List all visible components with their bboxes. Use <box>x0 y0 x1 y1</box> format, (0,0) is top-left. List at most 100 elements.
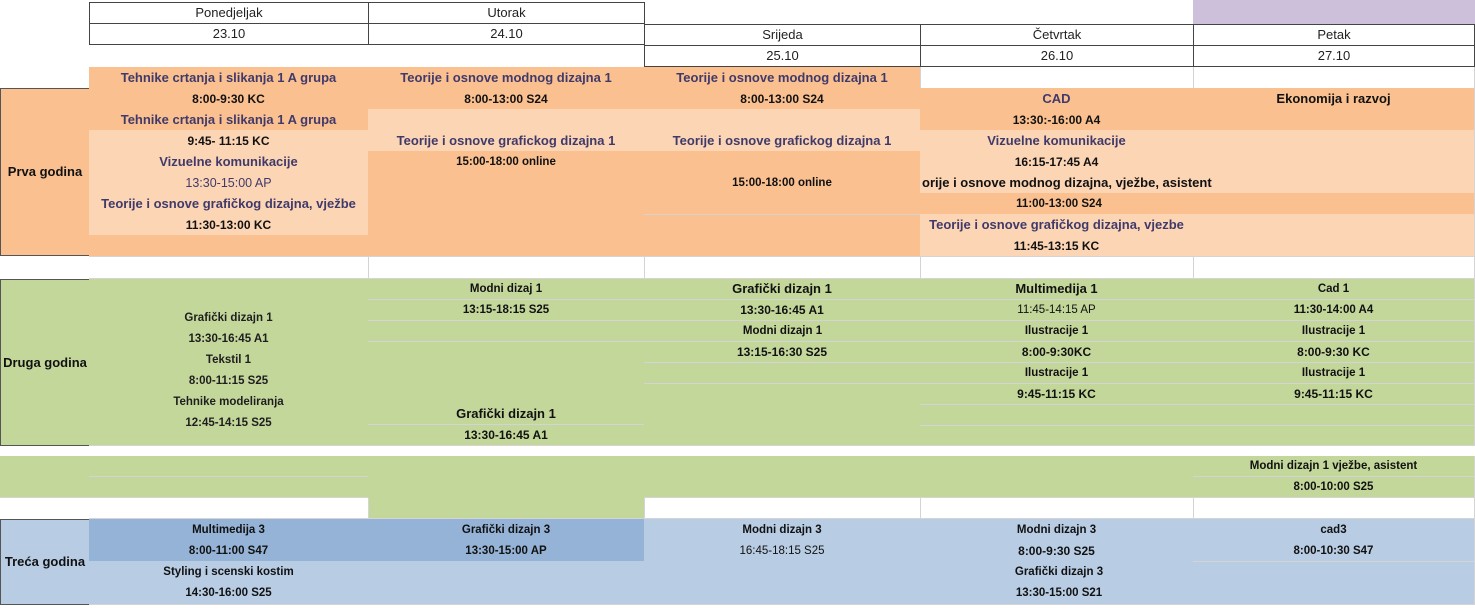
day-header-friday[interactable]: Petak <box>1193 24 1475 46</box>
y2-fri-time-1[interactable]: 11:30-14:00 A4 <box>1193 300 1475 321</box>
y3-fri-time-1[interactable]: 8:00-10:30 S47 <box>1193 540 1475 562</box>
y1-wed-empty-2[interactable] <box>644 214 921 257</box>
year-label-third[interactable]: Treća godina <box>0 519 90 605</box>
y1-fri-empty-2[interactable] <box>1193 130 1475 152</box>
y2-tue-empty[interactable] <box>368 342 645 405</box>
y2-fri-time-3[interactable]: 9:45-11:15 KC <box>1193 384 1475 405</box>
y3-mon-course-2[interactable]: Styling i scenski kostim <box>89 561 369 583</box>
y1-fri-empty-5[interactable] <box>1193 235 1475 257</box>
y2-wed-time-1[interactable]: 13:30-16:45 A1 <box>644 300 921 321</box>
y2-thu-empty[interactable] <box>920 405 1194 426</box>
y2-fri-course-3[interactable]: Ilustracije 1 <box>1193 363 1475 384</box>
y2-wed-empty-2[interactable] <box>644 384 921 426</box>
y1-fri-empty-4[interactable] <box>1193 214 1475 236</box>
y3-thu-course-2[interactable]: Grafički dizajn 3 <box>644 561 1475 583</box>
y3-mon-time-2[interactable]: 14:30-16:00 S25 <box>89 582 369 605</box>
y1-thu-time-4[interactable]: 11:45-13:15 KC <box>920 235 1194 257</box>
y2-fri-time-2[interactable]: 8:00-9:30 KC <box>1193 342 1475 363</box>
y3-mon-course-1[interactable]: Multimedija 3 <box>89 519 369 541</box>
y1-mon-time-3[interactable]: 13:30-15:00 AP <box>89 172 369 194</box>
y1-mon-time-1[interactable]: 8:00-9:30 KC <box>89 88 369 110</box>
day-header-thursday[interactable]: Četvrtak <box>920 24 1194 46</box>
y3-fri-course-1[interactable]: cad3 <box>1193 519 1475 541</box>
y2-tue-course-2[interactable]: Grafički dizajn 1 <box>368 404 645 425</box>
spacer-cell[interactable] <box>1193 498 1475 519</box>
y1-mon-course-1[interactable]: Tehnike crtanja i slikanja 1 A grupa <box>89 67 369 89</box>
y1-thu-course-2[interactable]: Vizuelne komunikacije <box>920 130 1194 152</box>
y1-thu-course-1[interactable]: CAD <box>920 88 1194 110</box>
y1-thu-blank-top[interactable] <box>920 67 1194 89</box>
y3-tue-time-1[interactable]: 13:30-15:00 AP <box>368 540 645 562</box>
y3-wed-time-1[interactable]: 16:45-18:15 S25 <box>644 540 921 562</box>
y2-thu-course-3[interactable]: Ilustracije 1 <box>920 363 1194 384</box>
date-header-friday[interactable]: 27.10 <box>1193 45 1475 67</box>
y1-thu-time-3[interactable]: 11:00-13:00 S24 <box>644 193 1475 215</box>
spacer-cell[interactable] <box>920 256 1194 279</box>
y1-wed-course-2[interactable]: Teorije i osnove grafickog dizajna 1 <box>644 130 921 152</box>
y2-wed-course-1[interactable]: Grafički dizajn 1 <box>644 279 921 300</box>
y1-mon-course-3[interactable]: Vizuelne komunikacije <box>89 151 369 173</box>
y1-thu-course-4[interactable]: Teorije i osnove grafičkog dizajna, vjez… <box>920 214 1194 236</box>
spacer-cell[interactable] <box>368 256 645 279</box>
y3-wed-course-1[interactable]: Modni dizajn 3 <box>644 519 921 541</box>
y2-mon-block[interactable]: Grafički dizajn 1 13:30-16:45 A1 Tekstil… <box>89 279 369 446</box>
y1-mon-course-2[interactable]: Tehnike crtanja i slikanja 1 A grupa <box>89 109 369 131</box>
spacer-cell[interactable] <box>89 256 369 279</box>
y1-wed-time-1[interactable]: 8:00-13:00 S24 <box>644 88 921 110</box>
y2-fri-time-4[interactable]: 8:00-10:00 S25 <box>1193 477 1475 498</box>
y1-tue-course-1[interactable]: Teorije i osnove modnog dizajna 1 <box>368 67 645 89</box>
y2-thu-course-1[interactable]: Multimedija 1 <box>920 279 1194 300</box>
y2-extra-mon-2[interactable] <box>89 477 369 498</box>
y1-tue-empty-2[interactable] <box>368 235 645 257</box>
day-header-monday[interactable]: Ponedjeljak <box>89 2 369 24</box>
y2-extra-mon-1[interactable] <box>89 456 369 477</box>
y2-thu-time-2[interactable]: 8:00-9:30KC <box>920 342 1194 363</box>
y1-tue-time-1[interactable]: 8:00-13:00 S24 <box>368 88 645 110</box>
y1-tue-empty-1[interactable] <box>368 109 645 131</box>
y2-wed-time-2[interactable]: 13:15-16:30 S25 <box>644 342 921 363</box>
y1-fri-empty-3[interactable] <box>1193 151 1475 173</box>
year-label-first[interactable]: Prva godina <box>0 88 90 256</box>
y1-tue-course-2[interactable]: Teorije i osnove grafickog dizajna 1 <box>368 130 645 152</box>
y1-thu-course-3[interactable]: orije i osnove modnog dizajna, vježbe, a… <box>920 172 1475 194</box>
y1-thu-time-1[interactable]: 13:30:-16:00 A4 <box>920 109 1194 131</box>
y1-wed-empty-1[interactable] <box>644 109 921 131</box>
y1-mon-empty[interactable] <box>89 235 369 257</box>
date-header-monday[interactable]: 23.10 <box>89 23 369 45</box>
y2-tue-time-2[interactable]: 13:30-16:45 A1 <box>368 425 645 446</box>
spacer-cell[interactable] <box>644 256 921 279</box>
y1-fri-blank-top[interactable] <box>1193 67 1475 89</box>
y2-tue-time-1[interactable]: 13:15-18:15 S25 <box>368 300 645 321</box>
y3-tue-empty[interactable] <box>368 561 645 605</box>
y2-fri-course-2[interactable]: Ilustracije 1 <box>1193 321 1475 342</box>
y2-extra-thu[interactable] <box>920 456 1194 498</box>
y3-mon-time-1[interactable]: 8:00-11:00 S47 <box>89 540 369 562</box>
date-header-tuesday[interactable]: 24.10 <box>368 23 645 45</box>
y2-fri-empty[interactable] <box>1193 405 1475 426</box>
y2-thu-time-3[interactable]: 9:45-11:15 KC <box>920 384 1194 405</box>
y2-wed-empty-3[interactable] <box>644 425 1475 446</box>
spacer-cell[interactable] <box>1193 256 1475 279</box>
header-highlight-cell[interactable] <box>1193 0 1475 24</box>
day-header-wednesday[interactable]: Srijeda <box>644 24 921 46</box>
spacer-cell[interactable] <box>920 498 1194 519</box>
y2-thu-time-1[interactable]: 11:45-14:15 AP <box>920 300 1194 321</box>
y3-thu-time-1[interactable]: 8:00-9:30 S25 <box>920 540 1194 562</box>
y2-thu-course-2[interactable]: Ilustracije 1 <box>920 321 1194 342</box>
y2-wed-empty-1[interactable] <box>644 363 921 384</box>
date-header-wednesday[interactable]: 25.10 <box>644 45 921 67</box>
y1-tue-time-2[interactable]: 15:00-18:00 online <box>368 151 645 236</box>
spacer-cell[interactable] <box>89 498 369 519</box>
y2-extra-label[interactable] <box>0 456 90 498</box>
y3-thu-time-2[interactable]: 13:30-15:00 S21 <box>644 582 1475 605</box>
y1-mon-course-4[interactable]: Teorije i osnove grafičkog dizajna, vjež… <box>89 193 369 215</box>
y3-tue-course-1[interactable]: Grafički dizajn 3 <box>368 519 645 541</box>
y1-fri-empty-1[interactable] <box>1193 109 1475 131</box>
y1-mon-time-4[interactable]: 11:30-13:00 KC <box>89 214 369 236</box>
y3-thu-course-1[interactable]: Modni dizajn 3 <box>920 519 1194 541</box>
y1-thu-time-2[interactable]: 16:15-17:45 A4 <box>920 151 1194 173</box>
y2-fri-course-4[interactable]: Modni dizajn 1 vježbe, asistent <box>1193 456 1475 477</box>
date-header-thursday[interactable]: 26.10 <box>920 45 1194 67</box>
year-label-second[interactable]: Druga godina <box>0 279 90 446</box>
spacer-cell[interactable] <box>644 498 921 519</box>
